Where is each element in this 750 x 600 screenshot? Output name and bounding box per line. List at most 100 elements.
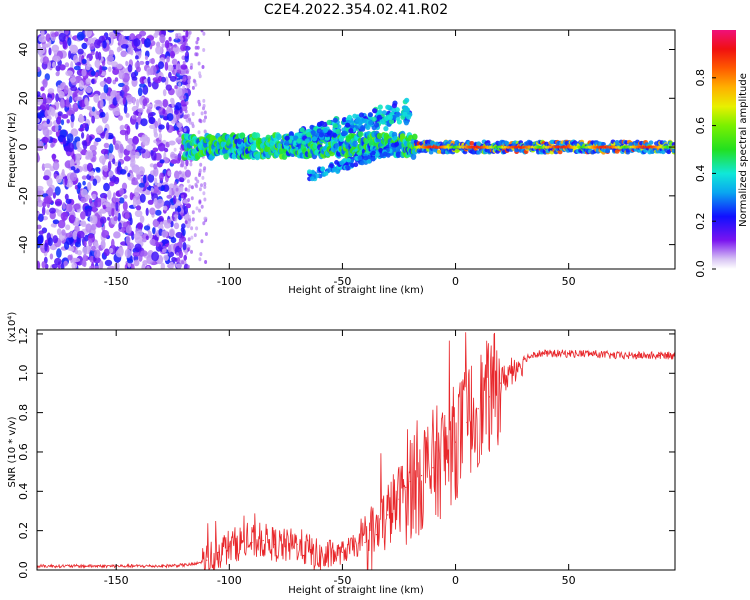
heatmap-cell <box>112 158 116 165</box>
snr-x-tick-label: 50 <box>562 574 576 587</box>
heatmap-cell <box>200 239 204 244</box>
heatmap-cell <box>194 176 198 181</box>
heatmap-cell <box>114 143 120 151</box>
snr-data-point <box>613 355 615 357</box>
heatmap-cell <box>114 77 119 82</box>
heatmap-cell <box>89 144 97 152</box>
heatmap-cell <box>59 98 65 109</box>
heatmap-cell <box>191 85 195 90</box>
snr-data-point <box>251 541 253 544</box>
heatmap-cell <box>182 85 186 90</box>
heatmap-cell <box>149 238 156 246</box>
heatmap-cell <box>93 140 99 147</box>
heatmap-panel: -150 -100 -50 0 50 -40 -20 0 20 40 Height of str… <box>7 29 676 296</box>
heatmap-cell <box>385 104 391 110</box>
heatmap-cell <box>73 65 81 71</box>
heatmap-cell <box>164 40 170 49</box>
heatmap-cell <box>168 186 172 197</box>
heatmap-cell <box>51 44 60 53</box>
heatmap-cell <box>187 237 191 242</box>
heatmap-cell <box>188 30 192 35</box>
heatmap-cell <box>62 202 66 210</box>
heatmap-cell <box>118 197 125 204</box>
heatmap-cell <box>116 46 121 53</box>
heatmap-cell <box>38 230 44 235</box>
heatmap-cell <box>86 57 90 67</box>
heatmap-cell <box>120 44 129 49</box>
heatmap-cell <box>64 62 70 68</box>
heatmap-cell <box>61 169 65 177</box>
snr-data-point <box>522 358 525 361</box>
heatmap-cell <box>166 219 172 224</box>
heatmap-cell <box>112 136 116 146</box>
heatmap-cell <box>406 114 412 120</box>
heatmap-cell <box>91 245 96 252</box>
snr-y-tick-label: 1.0 <box>17 365 30 383</box>
snr-y-tick-label: 1.2 <box>17 327 30 345</box>
heatmap-cell <box>284 135 290 141</box>
heatmap-cell <box>65 203 73 213</box>
heatmap-cell <box>47 237 53 247</box>
heatmap-cell <box>143 225 151 231</box>
heatmap-cell <box>348 128 354 134</box>
heatmap-cell <box>58 32 66 43</box>
heatmap-cell <box>37 195 41 203</box>
heatmap-cell <box>318 132 325 138</box>
heatmap-cell <box>250 144 257 152</box>
heatmap-cell <box>37 234 44 245</box>
heatmap-cell <box>174 85 178 90</box>
heatmap-cell <box>183 254 187 261</box>
heatmap-cell <box>403 120 409 126</box>
snr-data-point <box>405 486 407 488</box>
heatmap-cell <box>158 76 163 81</box>
heatmap-cell <box>52 61 56 69</box>
heatmap-cell <box>195 226 199 231</box>
heatmap-x-tick-label: -100 <box>217 275 242 288</box>
heatmap-cell <box>65 236 74 245</box>
heatmap-cell <box>202 31 206 36</box>
heatmap-cell <box>190 226 194 231</box>
heatmap-cell <box>198 71 202 76</box>
heatmap-cell <box>113 176 120 185</box>
heatmap-cell <box>116 165 121 172</box>
heatmap-cell <box>118 70 125 80</box>
heatmap-cell <box>304 138 310 144</box>
heatmap-x-tick-label: 0 <box>452 275 459 288</box>
heatmap-cell <box>371 116 377 122</box>
heatmap-cell <box>378 147 384 153</box>
heatmap-cell <box>90 51 95 56</box>
heatmap-cell <box>341 117 348 123</box>
heatmap-cell <box>174 170 180 180</box>
heatmap-cell <box>50 142 54 148</box>
colorbar-tick-label: 0.2 <box>694 212 707 230</box>
heatmap-cell <box>391 103 397 109</box>
heatmap-cell <box>194 82 198 87</box>
heatmap-cell <box>139 60 145 65</box>
heatmap-cell <box>105 130 109 141</box>
heatmap-cell <box>55 124 59 133</box>
heatmap-cell <box>67 254 73 261</box>
heatmap-cell <box>107 161 112 171</box>
heatmap-cell <box>335 169 340 175</box>
heatmap-cell <box>179 204 183 209</box>
heatmap-cell <box>107 189 112 200</box>
heatmap-cell <box>132 115 137 120</box>
heatmap-cell <box>135 34 142 40</box>
snr-y-tick-label: 0.4 <box>17 483 30 501</box>
heatmap-cell <box>469 141 475 146</box>
heatmap-cell <box>94 59 101 68</box>
heatmap-y-ticks: -40 -20 0 20 40 <box>17 43 675 254</box>
heatmap-cell <box>50 223 57 228</box>
heatmap-cell <box>115 30 124 33</box>
heatmap-cell <box>156 182 162 187</box>
heatmap-cell <box>428 150 434 155</box>
heatmap-cell <box>38 35 47 43</box>
heatmap-cell <box>125 235 131 245</box>
heatmap-cell <box>316 121 323 127</box>
heatmap-cell <box>182 60 186 65</box>
heatmap-cell <box>37 66 41 72</box>
colorbar-tick-label: 0.8 <box>694 69 707 87</box>
heatmap-cell <box>320 166 326 172</box>
heatmap-cell <box>64 193 69 200</box>
heatmap-cell <box>187 247 191 252</box>
